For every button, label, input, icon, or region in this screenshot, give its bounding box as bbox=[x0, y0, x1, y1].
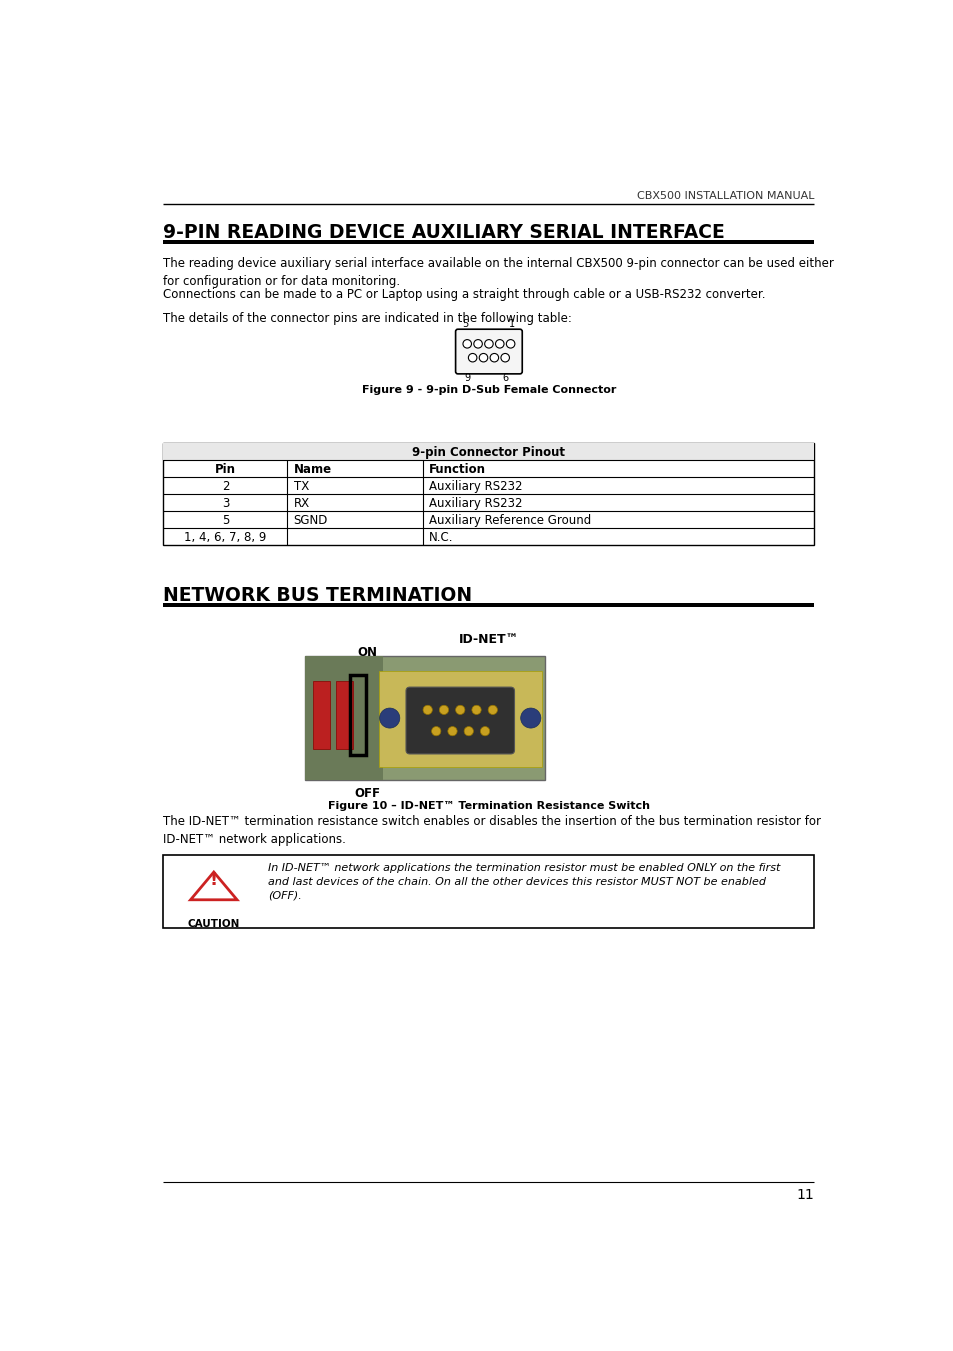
Circle shape bbox=[474, 339, 482, 349]
Bar bbox=[335, 681, 353, 748]
Text: In ID-NET™ network applications the termination resistor must be enabled ONLY on: In ID-NET™ network applications the term… bbox=[268, 863, 780, 901]
Text: 9-pin Connector Pinout: 9-pin Connector Pinout bbox=[412, 446, 565, 459]
Text: Pin: Pin bbox=[214, 463, 235, 476]
Text: RX: RX bbox=[294, 497, 310, 509]
Text: The ID-NET™ termination resistance switch enables or disables the insertion of t: The ID-NET™ termination resistance switc… bbox=[163, 815, 821, 846]
Circle shape bbox=[462, 339, 471, 349]
Circle shape bbox=[447, 727, 456, 736]
Circle shape bbox=[464, 727, 473, 736]
Circle shape bbox=[456, 705, 464, 715]
Circle shape bbox=[488, 705, 497, 715]
Bar bbox=[163, 443, 814, 544]
Text: ON: ON bbox=[356, 646, 376, 659]
Text: SGND: SGND bbox=[294, 513, 328, 527]
Circle shape bbox=[431, 727, 440, 736]
Bar bbox=[163, 604, 814, 607]
Text: Auxiliary RS232: Auxiliary RS232 bbox=[429, 497, 522, 509]
Circle shape bbox=[422, 705, 432, 715]
Text: CAUTION: CAUTION bbox=[188, 919, 240, 929]
Circle shape bbox=[506, 339, 515, 349]
Text: Function: Function bbox=[429, 463, 486, 476]
Bar bbox=[378, 671, 541, 767]
Circle shape bbox=[484, 339, 493, 349]
Text: 5: 5 bbox=[221, 513, 229, 527]
Text: NETWORK BUS TERMINATION: NETWORK BUS TERMINATION bbox=[163, 586, 472, 605]
Bar bbox=[305, 657, 545, 780]
Polygon shape bbox=[191, 871, 236, 900]
Text: 1, 4, 6, 7, 8, 9: 1, 4, 6, 7, 8, 9 bbox=[184, 531, 266, 543]
Circle shape bbox=[500, 354, 509, 362]
Text: CBX500 INSTALLATION MANUAL: CBX500 INSTALLATION MANUAL bbox=[637, 190, 814, 201]
Text: The reading device auxiliary serial interface available on the internal CBX500 9: The reading device auxiliary serial inte… bbox=[163, 257, 834, 288]
Circle shape bbox=[478, 354, 487, 362]
FancyBboxPatch shape bbox=[456, 330, 521, 374]
Text: Name: Name bbox=[294, 463, 332, 476]
Text: The details of the connector pins are indicated in the following table:: The details of the connector pins are in… bbox=[163, 312, 572, 326]
Circle shape bbox=[495, 339, 503, 349]
Bar bbox=[313, 681, 330, 748]
Text: Figure 9 - 9-pin D-Sub Female Connector: Figure 9 - 9-pin D-Sub Female Connector bbox=[361, 385, 616, 396]
Circle shape bbox=[520, 708, 540, 728]
Text: 3: 3 bbox=[221, 497, 229, 509]
Circle shape bbox=[472, 705, 480, 715]
Circle shape bbox=[490, 354, 498, 362]
Circle shape bbox=[379, 708, 399, 728]
Text: Figure 10 – ID-NET™ Termination Resistance Switch: Figure 10 – ID-NET™ Termination Resistan… bbox=[328, 801, 649, 811]
Bar bbox=[350, 676, 365, 755]
Bar bbox=[163, 855, 814, 928]
Text: Auxiliary Reference Ground: Auxiliary Reference Ground bbox=[429, 513, 591, 527]
Text: N.C.: N.C. bbox=[429, 531, 454, 543]
FancyBboxPatch shape bbox=[406, 688, 514, 754]
Text: 1: 1 bbox=[509, 319, 515, 330]
Text: ID-NET™: ID-NET™ bbox=[458, 634, 518, 646]
Text: 9: 9 bbox=[464, 373, 470, 384]
Text: 6: 6 bbox=[501, 373, 508, 384]
Text: OFF: OFF bbox=[354, 788, 380, 800]
Text: 2: 2 bbox=[221, 480, 229, 493]
Bar bbox=[163, 443, 814, 461]
Bar bbox=[305, 657, 382, 780]
Text: TX: TX bbox=[294, 480, 309, 493]
Circle shape bbox=[468, 354, 476, 362]
Text: Auxiliary RS232: Auxiliary RS232 bbox=[429, 480, 522, 493]
Text: 11: 11 bbox=[796, 1188, 814, 1202]
Text: 9-PIN READING DEVICE AUXILIARY SERIAL INTERFACE: 9-PIN READING DEVICE AUXILIARY SERIAL IN… bbox=[163, 223, 724, 242]
Text: !: ! bbox=[210, 871, 217, 889]
Bar bbox=[163, 240, 814, 243]
Text: Connections can be made to a PC or Laptop using a straight through cable or a US: Connections can be made to a PC or Lapto… bbox=[163, 288, 765, 301]
Text: 5: 5 bbox=[462, 319, 468, 330]
Circle shape bbox=[480, 727, 489, 736]
Circle shape bbox=[439, 705, 448, 715]
